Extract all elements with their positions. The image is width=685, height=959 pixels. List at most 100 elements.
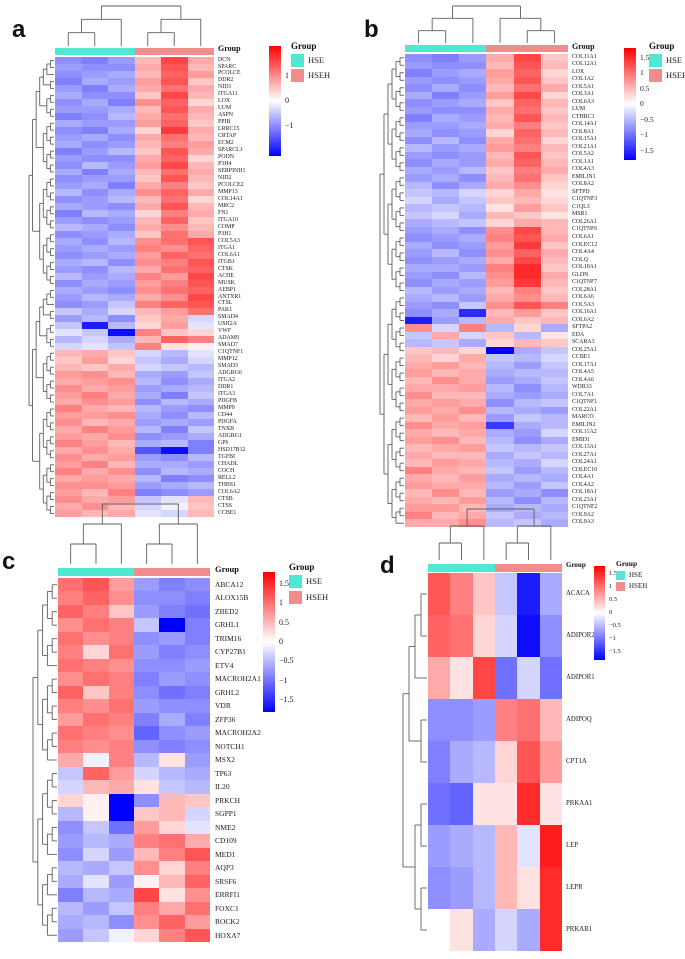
heatmap-cell bbox=[134, 766, 160, 781]
heatmap-cell bbox=[540, 226, 568, 235]
heatmap-cell bbox=[161, 475, 188, 483]
heatmap-cell bbox=[405, 264, 433, 272]
gene-label: CD44 bbox=[218, 411, 233, 418]
heatmap-cell bbox=[495, 909, 518, 951]
heatmap-cell bbox=[486, 219, 514, 227]
heatmap-cell bbox=[486, 451, 514, 460]
heatmap-cell bbox=[81, 349, 108, 357]
colorbar bbox=[594, 566, 605, 660]
heatmap-cell bbox=[134, 175, 161, 183]
gene-label: NOTCH1 bbox=[215, 741, 245, 751]
heatmap-cell bbox=[432, 129, 460, 137]
heatmap-cell bbox=[55, 496, 82, 504]
heatmap-cell bbox=[187, 259, 214, 267]
heatmap-cell bbox=[134, 349, 161, 357]
heatmap-cell bbox=[540, 451, 568, 460]
heatmap-cell bbox=[432, 406, 460, 415]
heatmap-cell bbox=[459, 181, 487, 190]
gene-label: COL4A4 bbox=[572, 249, 594, 255]
heatmap-cell bbox=[513, 91, 541, 100]
heatmap-cell bbox=[432, 136, 460, 145]
gene-label: MSX2 bbox=[215, 755, 236, 765]
heatmap-cell bbox=[83, 874, 109, 889]
heatmap-cell bbox=[134, 321, 161, 329]
heatmap-cell bbox=[159, 888, 185, 902]
heatmap-cell bbox=[486, 189, 514, 197]
heatmap-cell bbox=[184, 672, 210, 686]
heatmap-cell bbox=[161, 140, 188, 148]
colorbar-tick-label: 1 bbox=[279, 598, 283, 608]
heatmap-cell bbox=[187, 426, 214, 434]
heatmap-cell bbox=[58, 672, 84, 686]
heatmap-cell bbox=[486, 159, 514, 167]
heatmap-cell bbox=[134, 293, 161, 301]
gene-label: C1QTNF3 bbox=[572, 196, 598, 203]
gene-label: ITGA2 bbox=[218, 377, 236, 384]
heatmap-cell bbox=[405, 174, 433, 182]
heatmap-cell bbox=[134, 440, 161, 448]
gene-label: COLQ bbox=[572, 256, 589, 263]
heatmap-cell bbox=[83, 861, 109, 875]
heatmap-cell bbox=[55, 91, 82, 99]
gene-label: COL5A3 bbox=[218, 237, 240, 244]
heatmap-cell bbox=[513, 324, 541, 332]
heatmap-cell bbox=[81, 328, 108, 336]
heatmap-cell bbox=[513, 421, 541, 430]
heatmap-cell bbox=[486, 69, 514, 77]
heatmap-cell bbox=[161, 307, 188, 315]
heatmap-cell bbox=[540, 324, 568, 332]
heatmap-cell bbox=[450, 573, 473, 615]
heatmap-cell bbox=[513, 481, 541, 490]
gene-label: SRSF6 bbox=[215, 876, 237, 886]
heatmap-cell bbox=[459, 256, 487, 265]
heatmap-cell bbox=[540, 144, 568, 152]
heatmap-cell bbox=[58, 726, 84, 740]
heatmap-cell bbox=[432, 466, 460, 475]
gene-label: C1QTNF1 bbox=[572, 399, 598, 406]
heatmap-cell bbox=[405, 504, 433, 512]
heatmap-cell bbox=[161, 433, 188, 441]
heatmap-cell bbox=[134, 901, 160, 916]
heatmap-cell bbox=[134, 161, 161, 169]
heatmap-cell bbox=[486, 204, 514, 212]
heatmap-cell bbox=[161, 356, 188, 364]
heatmap-cell bbox=[187, 273, 214, 281]
heatmap-cell bbox=[486, 406, 514, 415]
gene-label: CD109 bbox=[215, 836, 237, 846]
heatmap-cell bbox=[134, 203, 161, 211]
heatmap-cell bbox=[161, 335, 188, 343]
heatmap-cell bbox=[108, 398, 135, 406]
heatmap-cell bbox=[161, 398, 188, 406]
heatmap-cell bbox=[513, 286, 541, 295]
heatmap-cell bbox=[58, 699, 84, 713]
heatmap-cell bbox=[187, 210, 214, 218]
heatmap-cell bbox=[55, 482, 82, 490]
heatmap-cell bbox=[108, 475, 135, 483]
gene-label: ADIPOR2 bbox=[566, 631, 595, 639]
gene-label: MMP12 bbox=[218, 356, 238, 363]
group-annotation-title: Group bbox=[215, 564, 239, 574]
heatmap-cell bbox=[513, 249, 541, 257]
heatmap-cell bbox=[187, 391, 214, 399]
heatmap-cell bbox=[161, 266, 188, 274]
heatmap-cell bbox=[540, 211, 568, 220]
heatmap-cell bbox=[459, 264, 487, 272]
heatmap-cell bbox=[134, 84, 161, 92]
heatmap-cell bbox=[432, 421, 460, 430]
heatmap-cell bbox=[134, 384, 161, 392]
heatmap-cell bbox=[161, 161, 188, 169]
heatmap-cell bbox=[55, 349, 82, 357]
heatmap-cell bbox=[58, 685, 84, 700]
heatmap-cell bbox=[161, 196, 188, 204]
heatmap-cell bbox=[513, 406, 541, 415]
heatmap-cell bbox=[83, 901, 109, 916]
gene-label: SMAD7 bbox=[218, 342, 238, 349]
heatmap-cell bbox=[134, 405, 161, 413]
heatmap-cell bbox=[134, 98, 161, 106]
heatmap-cell bbox=[161, 175, 188, 183]
heatmap-cell bbox=[159, 766, 185, 781]
heatmap-cell bbox=[81, 154, 108, 162]
heatmap-cell bbox=[108, 356, 135, 364]
heatmap-cell bbox=[187, 238, 214, 246]
